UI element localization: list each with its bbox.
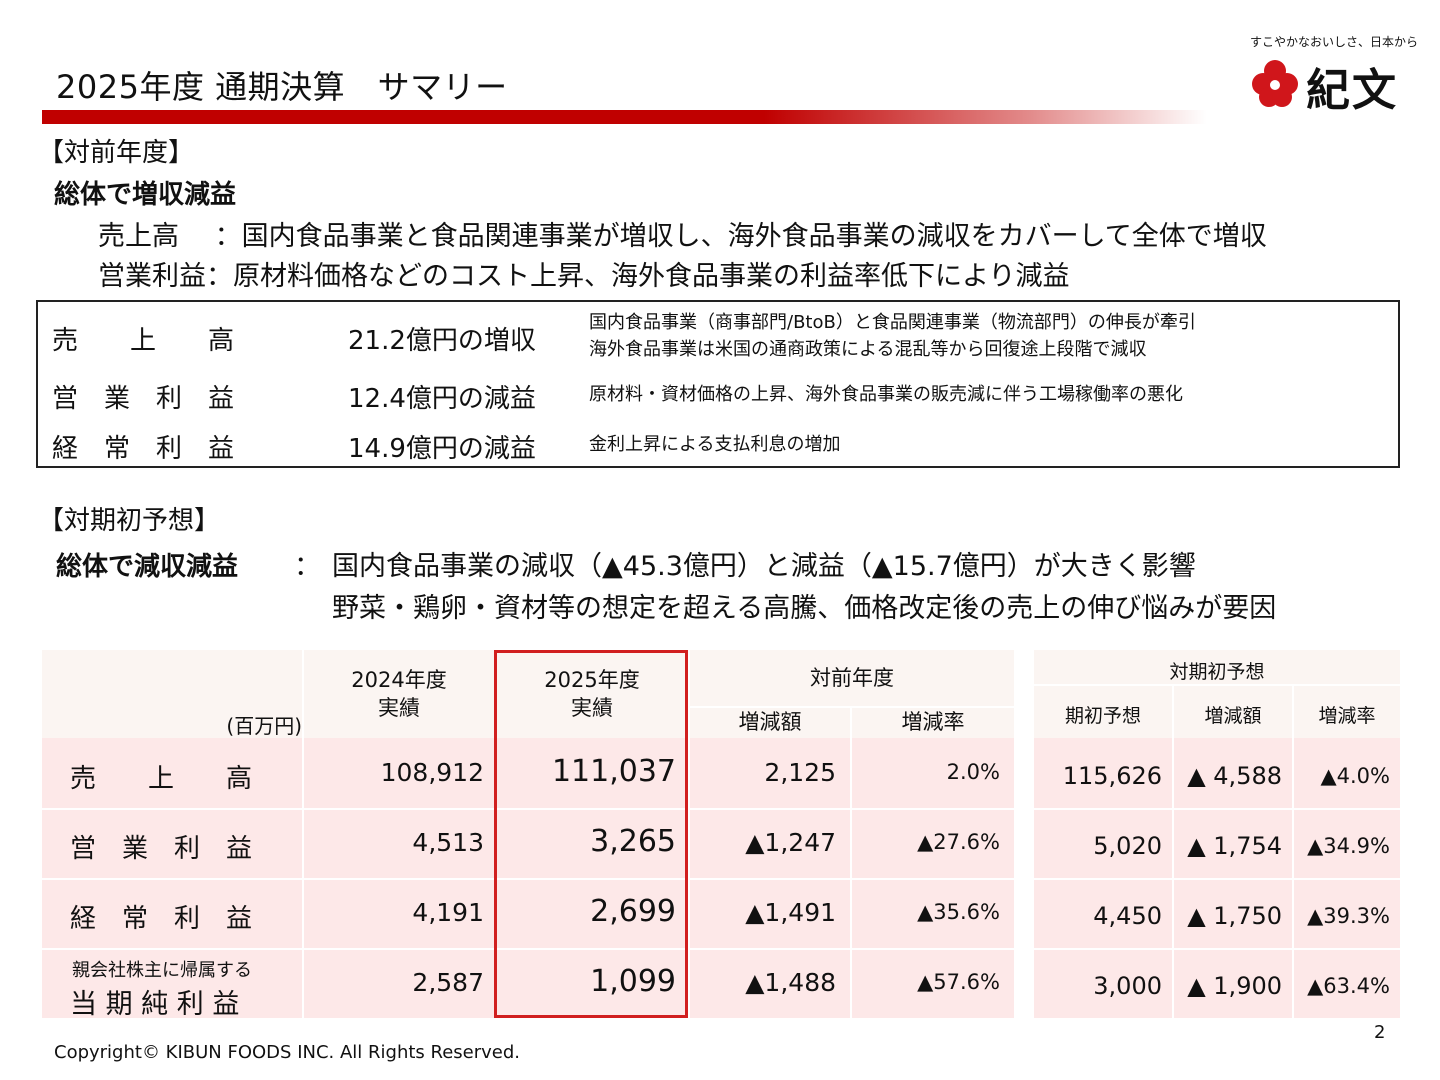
unit-label: (百万円)	[226, 714, 302, 738]
cell-2024: 4,191	[412, 898, 484, 927]
cell-fc-diff: ▲ 1,900	[1187, 972, 1282, 1000]
yoy-summary-box	[36, 300, 1400, 468]
highlight-2025-column	[494, 650, 688, 1018]
forecast-colon: ：	[294, 551, 321, 582]
cell-yoy-diff: ▲1,247	[745, 828, 836, 857]
box-row-label: 売 上 高	[52, 326, 235, 356]
cell-2025: 2,699	[590, 894, 676, 929]
cell-yoy-rate: ▲35.6%	[917, 900, 1000, 924]
cell-yoy-rate: ▲57.6%	[917, 970, 1000, 994]
cell-fc-diff: ▲ 1,750	[1187, 902, 1282, 930]
yoy-line-sales: 売上高 ：国内食品事業と食品関連事業が増収し、海外食品事業の減収をカバーして全体…	[98, 214, 1267, 253]
logo-tagline: すこやかなおいしさ、日本から	[1250, 35, 1419, 49]
yoy-line-sales-text: 国内食品事業と食品関連事業が増収し、海外食品事業の減収をカバーして全体で増収	[241, 221, 1267, 252]
col-header-fc-plan: 期初予想	[1064, 705, 1141, 727]
cell-fc-rate: ▲4.0%	[1320, 764, 1390, 788]
cell-2024: 108,912	[380, 758, 484, 787]
cell-2025: 1,099	[590, 964, 676, 999]
table-row-label: 当 期 純 利 益	[70, 989, 240, 1020]
cell-fc-plan: 3,000	[1093, 972, 1162, 1000]
table-row-label: 売 上 高	[70, 764, 253, 794]
forecast-line: 国内食品事業の減収（▲45.3億円）と減益（▲15.7億円）が大きく影響	[332, 551, 1196, 582]
yoy-line-operating-label: 営業利益：	[98, 261, 233, 292]
col-header-forecast: 対期初予想	[1169, 661, 1265, 683]
box-row-note: 海外食品事業は米国の通商政策による混乱等から回復途上段階で減収	[589, 339, 1147, 360]
yoy-line-sales-label: 売上高 ：	[98, 221, 242, 252]
cell-fc-plan: 5,020	[1093, 832, 1162, 860]
forecast-heading: 【対期初予想】	[38, 506, 221, 536]
cell-2024: 4,513	[412, 828, 484, 857]
cell-2025: 111,037	[551, 754, 676, 789]
yoy-summary: 総体で増収減益	[54, 180, 237, 210]
box-row-amount: 12.4億円の減益	[348, 384, 536, 414]
forecast-line: 野菜・鶏卵・資材等の想定を超える高騰、価格改定後の売上の伸び悩みが要因	[332, 593, 1277, 624]
cell-fc-diff: ▲ 4,588	[1187, 762, 1282, 790]
page-title: 2025年度 通期決算 サマリー	[56, 68, 508, 106]
table-row-label: 経 常 利 益	[70, 904, 253, 934]
yoy-line-operating-text: 原材料価格などのコスト上昇、海外食品事業の利益率低下により減益	[233, 261, 1070, 292]
cell-fc-plan: 115,626	[1062, 762, 1162, 790]
box-row-label: 営 業 利 益	[52, 384, 235, 414]
box-row-note: 金利上昇による支払利息の増加	[589, 434, 841, 455]
cell-fc-plan: 4,450	[1093, 902, 1162, 930]
cell-fc-rate: ▲63.4%	[1307, 974, 1390, 998]
col-header-yoy-diff: 増減額	[738, 710, 802, 734]
kibun-logo-icon	[1252, 60, 1298, 107]
col-header-2024: 2024年度 実績	[351, 668, 447, 720]
cell-2025: 3,265	[590, 824, 676, 859]
cell-yoy-rate: ▲27.6%	[917, 830, 1000, 854]
cell-2024: 2,587	[412, 968, 484, 997]
cell-yoy-rate: 2.0%	[946, 760, 1000, 784]
col-header-yoy-rate: 増減率	[901, 710, 965, 734]
logo-name: 紀文	[1306, 65, 1398, 116]
cell-yoy-diff: 2,125	[764, 758, 836, 787]
cell-yoy-diff: ▲1,491	[745, 898, 836, 927]
col-header-2025: 2025年度 実績	[544, 668, 640, 720]
cell-yoy-diff: ▲1,488	[745, 968, 836, 997]
box-row-label: 経 常 利 益	[52, 434, 235, 464]
table-row-sublabel: 親会社株主に帰属する	[72, 960, 252, 981]
yoy-line-operating: 営業利益：原材料価格などのコスト上昇、海外食品事業の利益率低下により減益	[98, 254, 1069, 293]
cell-fc-diff: ▲ 1,754	[1187, 832, 1282, 860]
forecast-table: 対期初予想 期初予想 増減額 増減率 115,626 ▲ 4,588 ▲4.0%…	[1034, 650, 1400, 1018]
box-row-note: 国内食品事業（商事部門/BtoB）と食品関連事業（物流部門）の伸長が牽引	[589, 312, 1196, 333]
title-underline-bar	[42, 110, 1207, 124]
col-header-yoy: 対前年度	[810, 666, 894, 690]
forecast-summary: 総体で減収減益	[56, 552, 239, 582]
box-row-amount: 14.9億円の減益	[348, 434, 536, 464]
cell-fc-rate: ▲39.3%	[1307, 904, 1390, 928]
col-header-fc-diff: 増減額	[1204, 705, 1262, 727]
yoy-heading: 【対前年度】	[38, 138, 195, 168]
copyright: Copyright© KIBUN FOODS INC. All Rights R…	[54, 1042, 521, 1063]
page-number: 2	[1374, 1022, 1386, 1043]
cell-fc-rate: ▲34.9%	[1307, 834, 1390, 858]
col-header-fc-rate: 増減率	[1318, 705, 1376, 727]
box-row-amount: 21.2億円の増収	[348, 326, 536, 356]
box-row-note: 原材料・資材価格の上昇、海外食品事業の販売減に伴う工場稼働率の悪化	[589, 384, 1183, 405]
results-table: (百万円) 2024年度 実績 2025年度 実績 対前年度 増減額 増減率 売…	[42, 650, 1014, 1020]
table-row-label: 営 業 利 益	[70, 834, 253, 864]
